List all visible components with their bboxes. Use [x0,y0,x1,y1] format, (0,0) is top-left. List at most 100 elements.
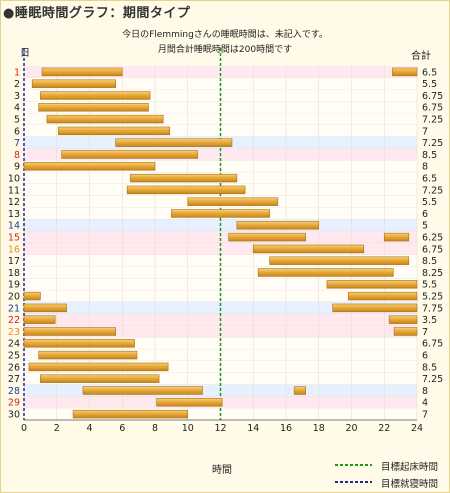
total-label: 8.5 [422,362,437,373]
sleep-bar [293,386,306,395]
day-label: 6 [14,126,20,137]
total-label: 6.5 [422,174,437,185]
sleep-bar [61,150,198,159]
total-label: 5.5 [422,79,437,90]
day-label: 10 [8,174,20,185]
total-label: 8.5 [422,150,437,161]
day-label: 24 [8,339,20,350]
total-label: 7.25 [422,374,443,385]
sleep-bar [126,185,246,195]
total-label: 6 [422,209,428,220]
sleep-bar [269,256,410,265]
total-label: 6.75 [422,91,443,102]
sleep-bar [332,303,418,313]
day-label: 15 [8,233,20,244]
sleep-bar [28,362,169,372]
sleep-bar [383,232,410,242]
total-label: 4 [422,398,428,409]
day-label: 19 [8,280,20,291]
total-column-header: 合計 [411,51,431,62]
total-label: 5.5 [422,197,437,208]
sleep-bar [171,209,270,218]
sleep-bar [252,244,365,254]
day-label: 16 [8,244,20,255]
x-tick-label: 24 [411,423,423,434]
total-label: 7.75 [422,303,443,314]
day-label: 26 [8,362,20,373]
x-axis-label: 時間 [212,465,232,476]
x-tick-label: 14 [247,423,259,434]
total-label: 7.25 [422,115,443,126]
total-label: 8 [422,162,428,173]
day-label: 1 [14,67,20,78]
x-tick-label: 4 [86,423,92,434]
day-label: 22 [8,315,20,326]
day-label: 17 [8,256,20,267]
day-label: 3 [14,91,20,102]
sleep-bar [187,197,279,206]
sleep-bar [40,91,151,100]
day-label: 29 [8,398,20,409]
sleep-bar [23,303,67,313]
x-tick-label: 18 [313,423,325,434]
total-label: 5.25 [422,292,443,303]
page-title: ●睡眠時間グラフ：期間タイプ [3,6,191,21]
sleep-bar [326,280,418,289]
sleep-bar [31,79,116,88]
sleep-bar [23,327,116,336]
sleep-bar [23,162,156,171]
day-column-header: 日 [20,48,30,59]
total-label: 6.75 [422,339,443,350]
legend-bed-label: 目標就寝時間 [381,479,439,490]
day-label: 14 [8,221,20,232]
total-label: 8 [422,386,428,397]
day-label: 23 [8,327,20,338]
sleep-bar [115,138,233,147]
total-label: 6.75 [422,244,443,255]
sleep-bar [23,339,135,348]
total-label: 6 [422,351,428,362]
x-tick-label: 16 [280,423,292,434]
total-label: 6.25 [422,233,443,244]
x-tick-label: 22 [378,423,390,434]
sleep-bar [392,67,418,77]
legend-wake-label: 目標起床時間 [381,462,439,473]
sleep-bar [58,126,171,136]
day-label: 25 [8,351,20,362]
sleep-bar [228,232,306,242]
day-label: 20 [8,292,20,303]
total-label: 5.5 [422,280,437,291]
day-label: 8 [14,150,20,161]
sleep-bar [72,409,189,419]
x-tick-label: 6 [119,423,125,434]
monthly-total-note: 月間合計睡眠時間は200時間です [157,45,293,55]
day-label: 30 [8,410,20,421]
sleep-bar [41,67,123,77]
day-label: 4 [14,103,20,114]
day-label: 13 [8,209,20,220]
x-tick-label: 10 [182,423,194,434]
sleep-bar [236,221,320,230]
x-tick-label: 0 [21,423,27,434]
total-label: 8.25 [422,268,443,279]
x-tick-label: 20 [345,423,357,434]
total-label: 5 [422,221,428,232]
sleep-bar [46,114,164,124]
sleep-bar [23,291,41,301]
sleep-bar [82,386,203,395]
day-label: 7 [14,138,20,149]
sleep-bar [38,350,138,360]
day-label: 28 [8,386,20,397]
sleep-bar [257,268,394,277]
total-label: 7 [422,126,428,137]
total-label: 3.5 [422,315,437,326]
total-label: 8.5 [422,256,437,267]
total-label: 6.5 [422,67,437,78]
day-label: 12 [8,197,20,208]
sleep-bar [347,291,418,301]
day-label: 9 [14,162,20,173]
day-label: 11 [8,185,20,196]
day-label: 18 [8,268,20,279]
x-tick-label: 12 [214,423,226,434]
